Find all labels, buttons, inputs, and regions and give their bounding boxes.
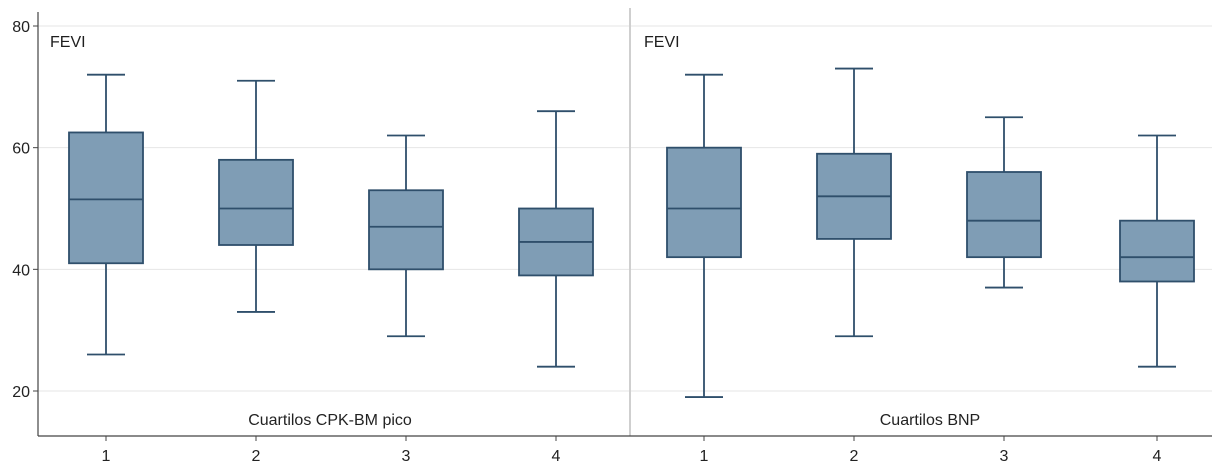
iqr-box [966,171,1042,259]
x-tick-label: 1 [700,448,709,465]
iqr-box [68,131,144,265]
box-bnp-q1 [666,73,742,398]
box-cpk-q4 [518,110,594,368]
x-tick-label: 1 [102,448,111,465]
box-cpk-q3 [368,134,444,338]
y-ticks: 20 40 60 80 [12,19,38,401]
panel-right-label: FEVI [644,34,680,51]
panel-left-label: FEVI [50,34,86,51]
iqr-box [218,158,294,246]
x-tick-label: 2 [850,448,859,465]
x-tick-label: 4 [1153,448,1162,465]
x-tick-label: 2 [252,448,261,465]
iqr-box [368,189,444,271]
box-bnp-q3 [966,116,1042,289]
y-tick-label-20: 20 [12,384,30,401]
y-tick-label-80: 80 [12,19,30,36]
iqr-box [1119,219,1195,283]
axes-layer [37,12,1212,437]
y-tick-label-60: 60 [12,141,30,158]
box-bnp-q4 [1119,134,1195,368]
x-tick-label: 3 [1000,448,1009,465]
grid-layer [38,25,1212,392]
x-tick-label: 3 [402,448,411,465]
iqr-box [666,146,742,259]
box-bnp-q2 [816,67,892,338]
box-cpk-q2 [218,79,294,313]
panel-right-xlabel: Cuartilos BNP [880,412,980,429]
x-tick-label: 4 [552,448,561,465]
x-ticks: 1 2 3 4 1 2 3 4 [102,436,1162,465]
boxes-layer [68,67,1195,398]
box-cpk-q1 [68,73,144,356]
y-tick-label-40: 40 [12,262,30,279]
panel-left-xlabel: Cuartilos CPK-BM pico [248,412,412,429]
